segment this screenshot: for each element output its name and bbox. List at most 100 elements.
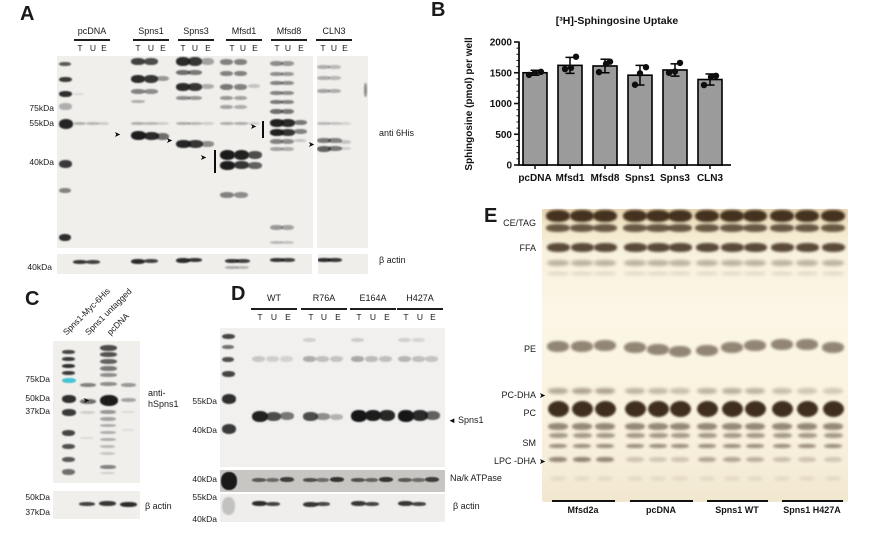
panel-d-group-underline [251, 308, 297, 310]
panel-d-band [379, 410, 395, 421]
panel-a-band [281, 91, 294, 95]
chart-data-point [606, 58, 614, 65]
tlc-band-row11 [798, 457, 816, 462]
panel-a-antibody-label: anti 6His [379, 128, 415, 138]
panel-e-row-label-lpc-dha: LPC -DHA [493, 456, 536, 466]
tlc-band-row6 [697, 388, 717, 394]
panel-a-band [281, 241, 294, 244]
tlc-band-row5 [696, 345, 718, 356]
tlc-band-row7 [771, 401, 793, 417]
panel-c-ladder-band [62, 409, 76, 416]
tlc-band-row8 [548, 423, 568, 430]
panel-a-band [248, 122, 260, 125]
panel-a-actin-band [188, 258, 202, 262]
panel-a-band [248, 84, 260, 88]
tlc-band-row1 [623, 224, 647, 232]
panel-a-band [281, 81, 294, 85]
chart-data-point [525, 71, 533, 79]
tlc-band-row11 [723, 457, 741, 462]
tlc-band-row6 [670, 388, 690, 394]
panel-a-band [364, 83, 367, 97]
tlc-band-row10 [723, 444, 741, 448]
panel-a-actin-band [317, 258, 331, 262]
panel-a-ladder-band [59, 103, 72, 110]
panel-a-band [317, 146, 331, 152]
sphingosine-uptake-chart: [³H]-Sphingosine Uptake Sphingosine (pmol… [464, 15, 731, 184]
tlc-band-row9 [572, 433, 592, 438]
panel-a-band [220, 96, 233, 100]
panel-d-band [303, 356, 316, 362]
tlc-band-row2 [770, 243, 794, 252]
panel-a-band-arrowhead-right-icon: ➤ [250, 122, 257, 131]
panel-a-actin-band [86, 260, 100, 264]
tlc-band-row5 [624, 342, 646, 353]
tlc-band-row11 [649, 457, 667, 462]
chart-data-point [631, 81, 639, 88]
panel-a-band [176, 70, 190, 75]
panel-a-lane-spns1-E: E [160, 43, 166, 53]
panel-a-band [270, 119, 284, 127]
tlc-band-row5 [594, 340, 616, 351]
panel-c-band [121, 383, 136, 387]
panel-a-band [328, 89, 341, 93]
tlc-band-row8 [772, 423, 792, 430]
chart-data-point [572, 53, 580, 60]
panel-a-band [294, 120, 307, 125]
tlc-band-row3 [771, 260, 793, 266]
panel-a-actin-band [225, 259, 239, 263]
panel-a-band [339, 147, 351, 150]
panel-d-actin-marker-55kda: 55kDa [192, 492, 217, 502]
panel-d-nak-band [252, 478, 266, 482]
panel-a-band [328, 146, 342, 151]
panel-a-band [220, 84, 233, 90]
panel-a-band [156, 122, 169, 125]
tlc-band-row6 [625, 388, 645, 394]
panel-d-band [330, 414, 343, 420]
panel-a-group-underline [226, 39, 262, 41]
tlc-band-row1 [646, 224, 670, 232]
panel-c-actin-label: β actin [145, 501, 172, 511]
tlc-band-row5 [744, 340, 766, 351]
panel-d-ladder-band [222, 371, 235, 377]
panel-d-band [412, 356, 425, 362]
panel-a-band-arrowhead-right-icon: ➤ [200, 153, 207, 162]
panel-a-group-spns1: Spns1 [138, 26, 164, 36]
tlc-band-row2 [623, 243, 647, 252]
tlc-band-row5 [547, 341, 569, 352]
panel-a-lane-mfsd1-E: E [252, 43, 258, 53]
tlc-band-row2 [546, 243, 570, 252]
tlc-band-row2 [720, 243, 744, 252]
panel-d-band [280, 356, 293, 362]
panel-e-row-arrowhead-right-icon: ➤ [539, 457, 546, 466]
panel-a-band [144, 122, 158, 125]
tlc-band-row8 [595, 423, 615, 430]
tlc-band-row10 [573, 444, 591, 448]
tlc-band-row8 [648, 423, 668, 430]
panel-d-lane-wt-U: U [270, 312, 278, 322]
panel-a-band [131, 131, 146, 140]
panel-c-marker-50kda: 50kDa [25, 393, 50, 403]
panel-e-row-arrowhead-right-icon: ➤ [539, 391, 546, 400]
panel-d-ladder-band [222, 394, 236, 404]
tlc-band-row9 [823, 433, 843, 438]
panel-a-band [97, 122, 109, 125]
tlc-band-row12 [774, 477, 790, 480]
panel-a-actin-strip [57, 254, 368, 274]
panel-a-lane-cln3-T: T [320, 43, 326, 53]
panel-e-group-line [629, 500, 693, 502]
panel-a-group-underline [133, 39, 169, 41]
tlc-band-row1 [743, 224, 767, 232]
panel-a-band [317, 89, 330, 93]
panel-a-band [131, 58, 145, 65]
panel-a-band [201, 84, 214, 89]
panel-d-nak-marker: 40kDa [192, 474, 217, 484]
panel-d-lane-r76a-T: T [308, 312, 314, 322]
tlc-band-row11 [596, 457, 614, 462]
panel-e-row-label-pc: PC [523, 408, 536, 418]
panel-d-nak-band [412, 478, 425, 482]
panel-a-group-underline [271, 39, 307, 41]
tlc-band-row0 [720, 210, 744, 222]
panel-d-lane-e164a-T: T [356, 312, 362, 322]
panel-a-band [294, 129, 307, 134]
tlc-band-row4 [594, 272, 616, 275]
